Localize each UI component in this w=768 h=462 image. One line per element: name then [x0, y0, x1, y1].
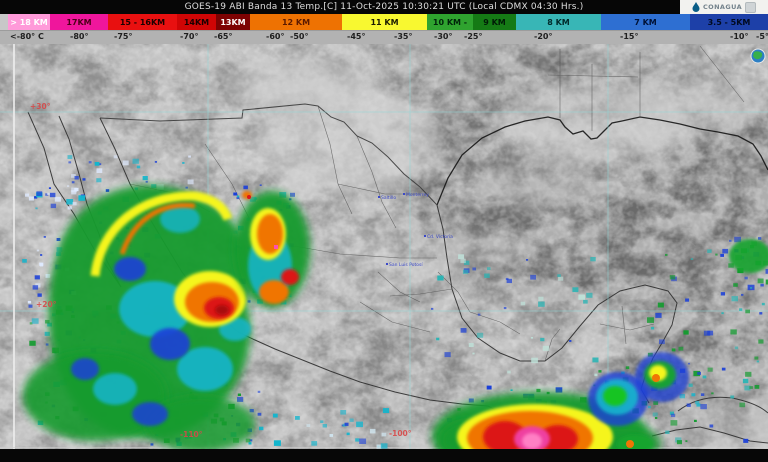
conagua-logo-text: CONAGUA — [702, 3, 742, 11]
storm-pacific-cyclone — [23, 185, 310, 449]
logo-box: CONAGUA — [680, 0, 768, 14]
temperature-tick-label: -70° — [180, 32, 199, 41]
temperature-tick-label: -20° — [534, 32, 553, 41]
temperature-tick-label: -65° — [214, 32, 233, 41]
grid-labels: +30° +20° -110° -100° — [30, 102, 412, 439]
temperature-tick-label: -60° — [266, 32, 285, 41]
satellite-map: +30° +20° -110° -100° Saltillo Monterrey Cd. … — [0, 44, 768, 449]
altitude-segment: 12 KM — [250, 14, 342, 30]
temperature-tick-label: -80° — [70, 32, 89, 41]
temperature-tick-label: -50° — [290, 32, 309, 41]
grid-label: +30° — [30, 102, 51, 111]
city-marker — [386, 263, 388, 265]
city-label: Cd. Victoria — [427, 234, 453, 240]
city-labels: Saltillo Monterrey Cd. Victoria San Luis Po… — [378, 192, 453, 268]
city-marker — [403, 193, 405, 195]
coast-us-gulf — [436, 116, 768, 206]
altitude-segment: 10 KM - — [427, 14, 473, 30]
titlebar: GOES-19 ABI Banda 13 Temp.[C] 11-Oct-202… — [0, 0, 768, 14]
altitude-segment: 7 KM — [601, 14, 690, 30]
storm-caribbean-cell — [635, 239, 768, 402]
altitude-segment: > 18 KM — [8, 14, 50, 30]
satellite-imagery: +30° +20° -110° -100° Saltillo Monterrey Cd. … — [0, 44, 768, 449]
coast-gulf-mexico — [436, 204, 678, 404]
altitude-segment: 9 KM — [473, 14, 516, 30]
city-label: San Luis Potosí — [389, 261, 423, 268]
city-marker — [424, 235, 426, 237]
temperature-tick-label: -25° — [464, 32, 483, 41]
temperature-scale: <-80° C -80° -75° -70° -65° -60° -50° -45° -35° -… — [0, 30, 768, 44]
city-label: Saltillo — [381, 195, 396, 201]
bottom-bar — [0, 449, 768, 462]
temperature-tick-label: -15° — [620, 32, 639, 41]
temperature-tick-label: -10° — [730, 32, 749, 41]
border-us-mexico — [99, 103, 438, 206]
coast-honduras — [651, 426, 768, 444]
speckle-field — [431, 254, 599, 377]
conagua-drop-icon — [692, 2, 700, 12]
altitude-segment: 13KM — [216, 14, 250, 30]
altitude-segment: 11 KM — [342, 14, 427, 30]
grid-label: -110° — [180, 430, 203, 439]
temperature-tick-label: -30° — [434, 32, 453, 41]
altitude-segment: 15 - 16KM — [108, 14, 177, 30]
altitude-color-scale: > 18 KM 17KM 15 - 16KM 14KM 13KM 12 KM 11 KM 10… — [0, 14, 768, 30]
storm-isthmus-cell — [588, 372, 648, 426]
speckle-field — [257, 408, 390, 449]
smn-globe-logo — [750, 48, 766, 64]
city-marker — [378, 196, 380, 198]
altitude-segment: 17KM — [50, 14, 108, 30]
altitude-segment — [0, 14, 8, 30]
gob-logo-icon — [745, 1, 756, 13]
temperature-tick-label: -35° — [394, 32, 413, 41]
city-label: Monterrey — [406, 192, 429, 198]
temperature-tick-label: -75° — [114, 32, 133, 41]
grid-label: +20° — [36, 300, 57, 309]
altitude-segment: 14KM — [177, 14, 216, 30]
image-title: GOES-19 ABI Banda 13 Temp.[C] 11-Oct-202… — [184, 2, 584, 12]
altitude-segment: 8 KM — [516, 14, 601, 30]
temperature-tick-label: <-80° C — [10, 32, 44, 41]
temperature-tick-label: -5° — [756, 32, 768, 41]
temperature-tick-label: -45° — [347, 32, 366, 41]
altitude-segment: 3.5 - 5KM — [690, 14, 768, 30]
grid-label: -100° — [389, 429, 412, 438]
